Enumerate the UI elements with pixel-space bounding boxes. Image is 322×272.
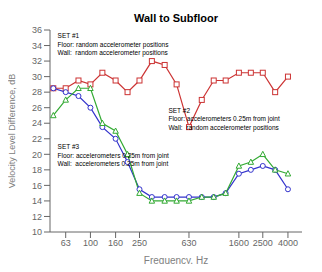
svg-text:32: 32 — [32, 56, 42, 66]
svg-text:100: 100 — [83, 238, 98, 248]
svg-text:24: 24 — [32, 118, 42, 128]
html-text:SET #2: SET #2 — [168, 106, 190, 114]
svg-text:18: 18 — [32, 165, 42, 175]
html-text:Wall: accelerometers 0.25m fro: Wall: accelerometers 0.25m from joint — [57, 160, 169, 168]
svg-text:36: 36 — [32, 25, 42, 35]
html-text:Floor: random accelerometer po: Floor: random accelerometer positions — [57, 40, 169, 48]
svg-text:630: 630 — [181, 238, 196, 248]
html-text:Wall: random accelerometer pos: Wall: random accelerometer positions — [57, 49, 168, 56]
svg-text:10: 10 — [32, 227, 42, 237]
svg-text:2500: 2500 — [253, 238, 273, 248]
svg-text:34: 34 — [32, 41, 42, 51]
html-text:Floor: accelerometers 0.25m fr: Floor: accelerometers 0.25m from joint — [168, 115, 280, 123]
svg-text:63: 63 — [61, 238, 71, 248]
svg-text:14: 14 — [32, 196, 42, 206]
svg-text:12: 12 — [32, 212, 42, 222]
html-text:SET #3: SET #3 — [57, 143, 80, 151]
svg-text:30: 30 — [32, 72, 42, 82]
html-text:Wall: random accelerometer pos: Wall: random accelerometer positions — [168, 123, 279, 131]
html-text:Wall to Subfloor: Wall to Subfloor — [134, 12, 218, 24]
svg-text:250: 250 — [132, 238, 147, 248]
svg-text:26: 26 — [32, 103, 42, 113]
html-text:SET #1: SET #1 — [57, 32, 80, 39]
svg-text:1600: 1600 — [229, 238, 249, 248]
svg-text:Velocity Level Difference, dB: Velocity Level Difference, dB — [8, 74, 17, 188]
svg-text:22: 22 — [32, 134, 42, 144]
svg-text:28: 28 — [32, 87, 42, 97]
svg-text:160: 160 — [108, 238, 123, 248]
html-text:Floor: accelerometers 0.25m fr: Floor: accelerometers 0.25m from joint — [57, 151, 169, 159]
svg-text:4000: 4000 — [278, 238, 298, 248]
svg-text:16: 16 — [32, 181, 42, 191]
svg-text:20: 20 — [32, 150, 42, 160]
svg-text:Frequency, Hz: Frequency, Hz — [144, 255, 208, 264]
